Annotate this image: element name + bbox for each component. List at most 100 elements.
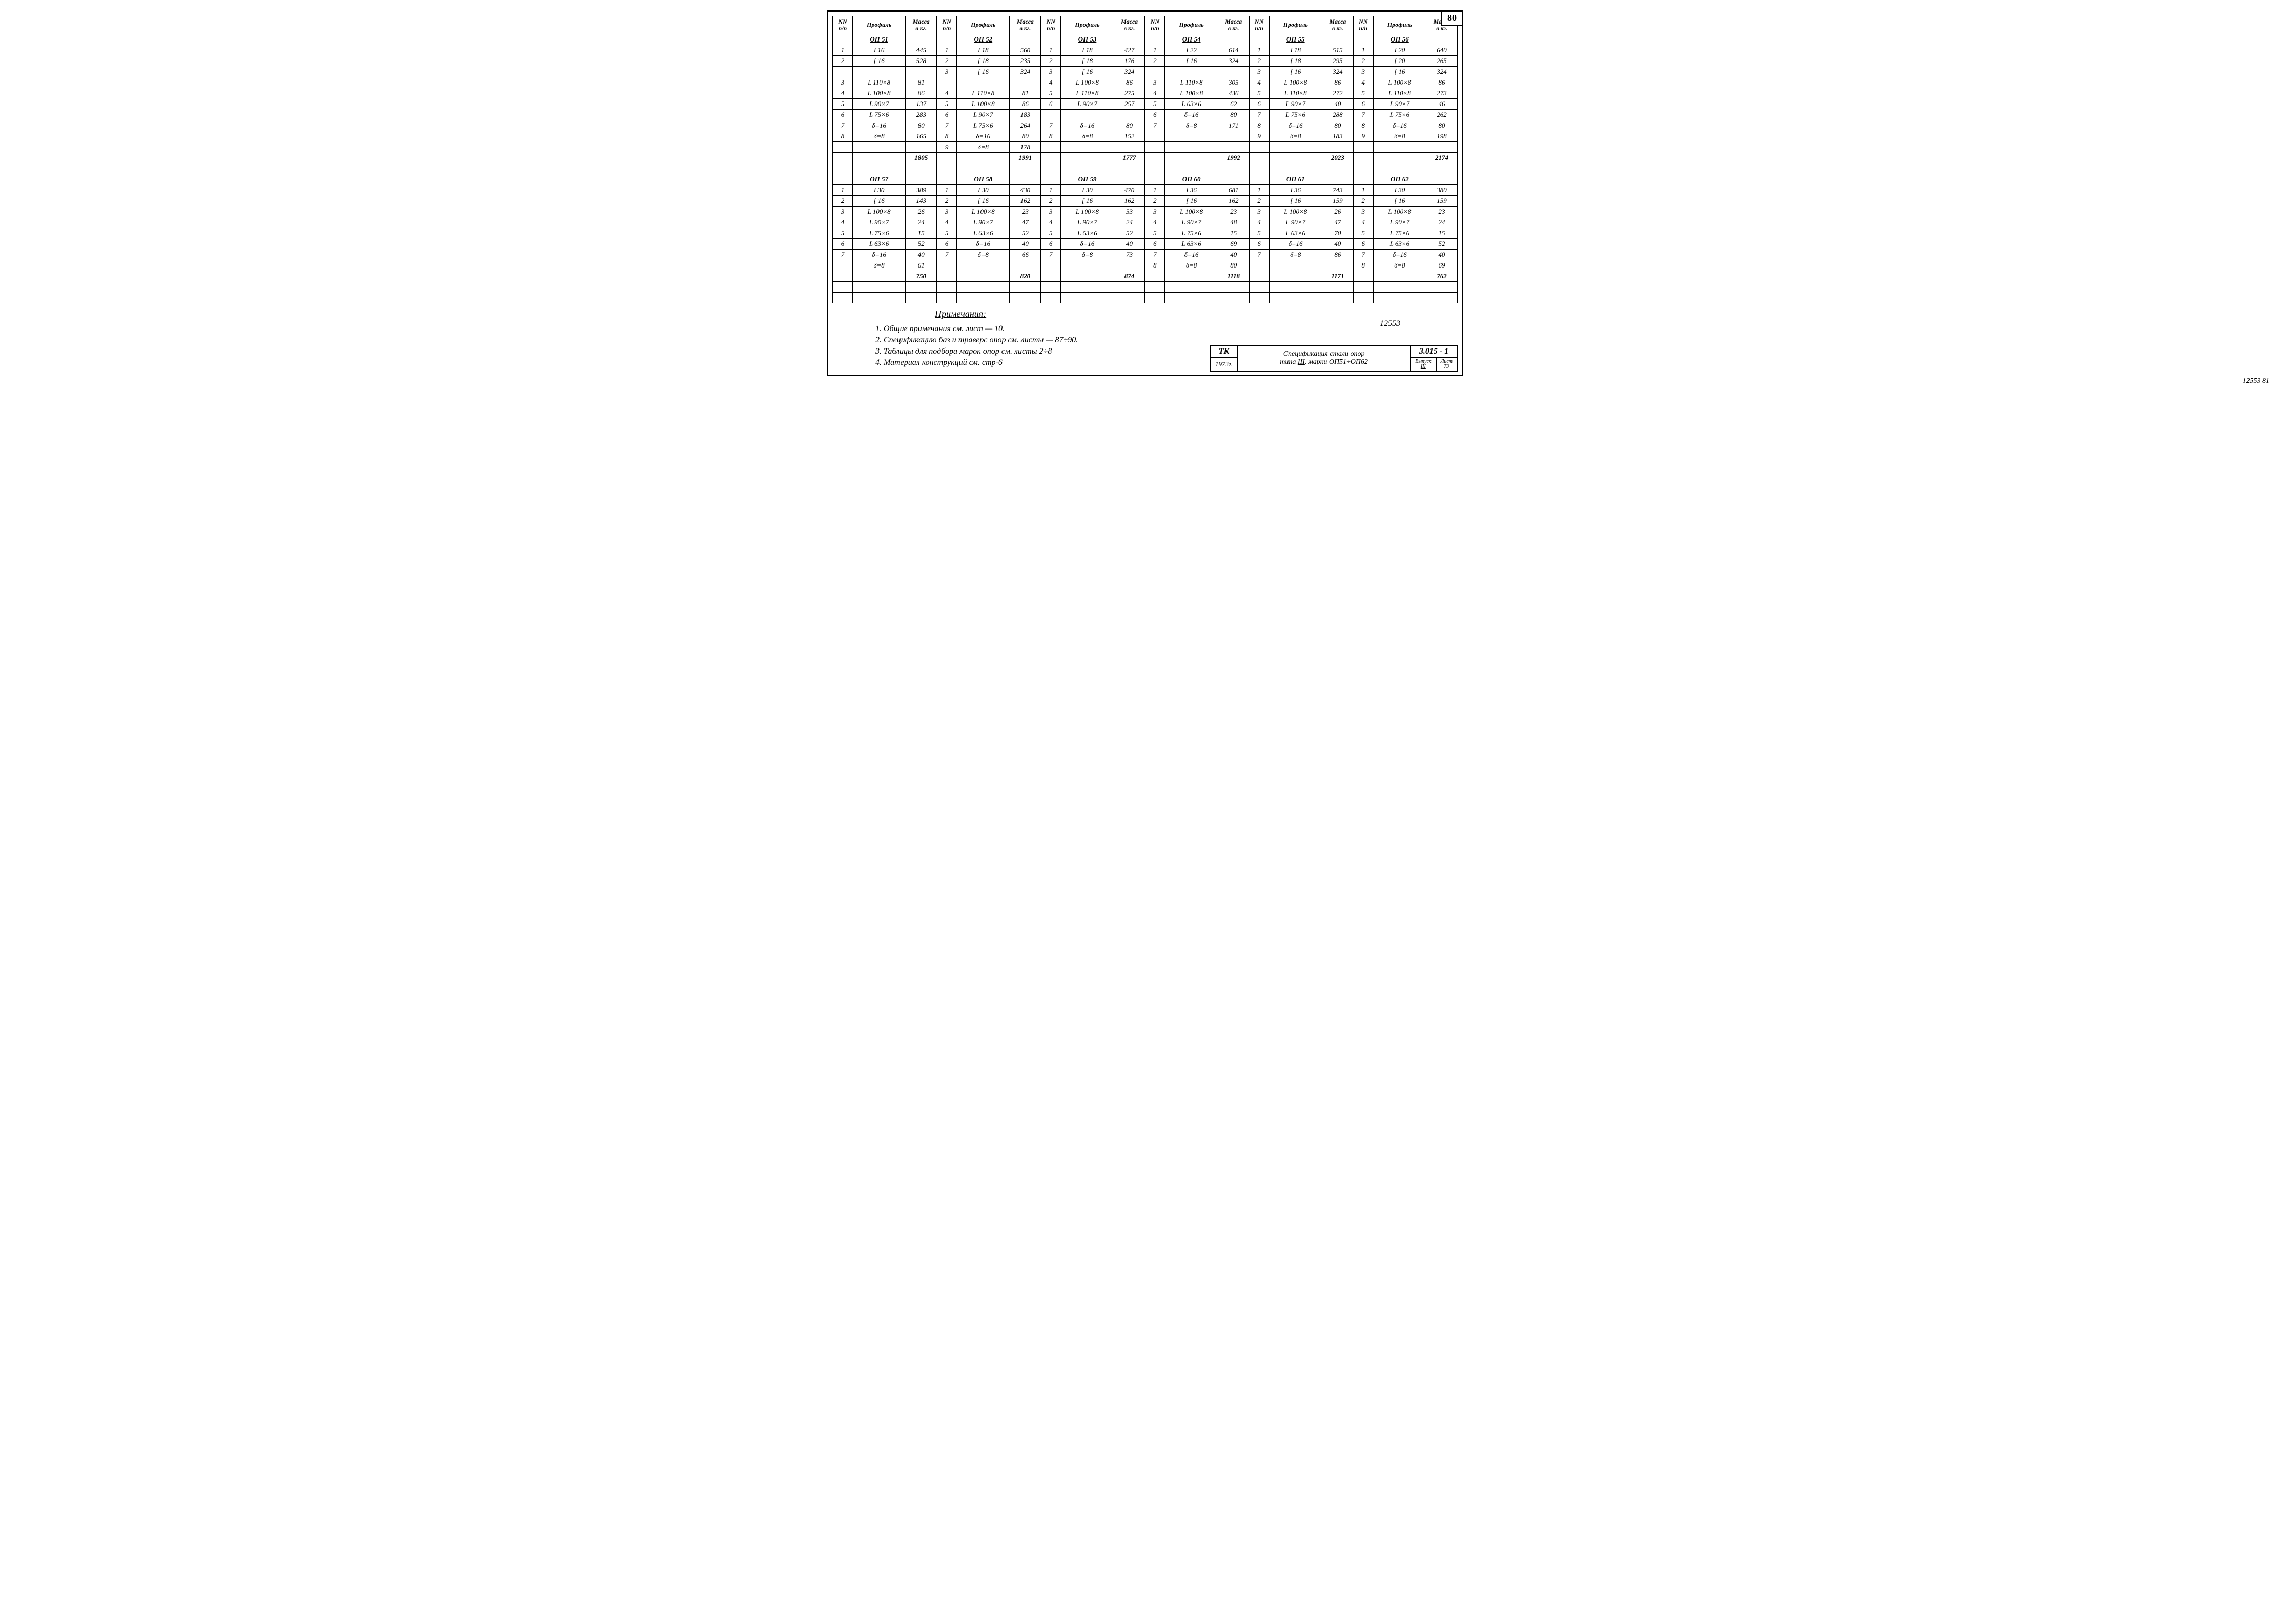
cell-nn: 5 xyxy=(1249,228,1269,239)
col-header-nn: NNп/п xyxy=(1249,16,1269,34)
cell-mass xyxy=(1218,131,1249,142)
cell-nn: 5 xyxy=(1353,228,1373,239)
cell-profile: δ=16 xyxy=(1269,120,1322,131)
cell-nn: 2 xyxy=(1353,196,1373,207)
cell-mass: 295 xyxy=(1322,56,1353,67)
page-number: 80 xyxy=(1441,11,1463,26)
section-title: ОП 54 xyxy=(1165,34,1218,45)
cell-nn: 3 xyxy=(833,77,853,88)
cell-profile: L 75×6 xyxy=(1373,110,1426,120)
cell-nn xyxy=(1249,142,1269,153)
cell-mass: 80 xyxy=(1010,131,1041,142)
cell-mass: 143 xyxy=(906,196,937,207)
cell-total: 1992 xyxy=(1218,153,1249,163)
cell-nn: 6 xyxy=(1145,110,1165,120)
cell-nn: 5 xyxy=(1145,99,1165,110)
cell-profile: L 100×8 xyxy=(1373,207,1426,217)
cell-total: 1991 xyxy=(1010,153,1041,163)
cell-mass: 73 xyxy=(1114,250,1145,260)
cell-nn: 3 xyxy=(1041,207,1061,217)
cell-nn xyxy=(1249,260,1269,271)
cell-profile: L 110×8 xyxy=(1165,77,1218,88)
cell-mass xyxy=(906,67,937,77)
cell-profile: δ=8 xyxy=(957,250,1010,260)
col-header-profile: Профиль xyxy=(1165,16,1218,34)
cell-nn: 7 xyxy=(937,120,957,131)
cell-nn xyxy=(1041,110,1061,120)
cell-profile: I 36 xyxy=(1165,185,1218,196)
cell-mass: 66 xyxy=(1010,250,1041,260)
cell-profile: L 100×8 xyxy=(1165,88,1218,99)
spec-table: NNп/пПрофильМассав кг.NNп/пПрофильМассав… xyxy=(832,16,1458,303)
cell-mass: 273 xyxy=(1426,88,1458,99)
cell-profile: I 36 xyxy=(1269,185,1322,196)
cell-nn: 2 xyxy=(1145,56,1165,67)
cell-mass: 15 xyxy=(1218,228,1249,239)
section-title: ОП 61 xyxy=(1269,174,1322,185)
section-title: ОП 59 xyxy=(1061,174,1114,185)
cell-nn: 7 xyxy=(1145,250,1165,260)
cell-nn: 7 xyxy=(1353,110,1373,120)
cell-profile: L 75×6 xyxy=(1165,228,1218,239)
cell-mass: 80 xyxy=(906,120,937,131)
cell-nn: 8 xyxy=(1249,120,1269,131)
cell-mass: 324 xyxy=(1218,56,1249,67)
cell-profile: [ 18 xyxy=(1269,56,1322,67)
cell-mass: 470 xyxy=(1114,185,1145,196)
col-header-mass: Массав кг. xyxy=(1114,16,1145,34)
cell-mass: 430 xyxy=(1010,185,1041,196)
cell-nn: 5 xyxy=(1041,88,1061,99)
cell-nn xyxy=(1041,142,1061,153)
cell-mass: 183 xyxy=(1322,131,1353,142)
cell-nn: 5 xyxy=(937,228,957,239)
cell-profile xyxy=(1061,110,1114,120)
cell-nn: 8 xyxy=(1145,260,1165,271)
cell-nn: 3 xyxy=(1249,207,1269,217)
cell-mass: 162 xyxy=(1218,196,1249,207)
cell-profile: L 110×8 xyxy=(1061,88,1114,99)
cell-nn: 7 xyxy=(1249,250,1269,260)
cell-nn: 6 xyxy=(1249,239,1269,250)
cell-profile xyxy=(852,142,905,153)
cell-mass: 162 xyxy=(1114,196,1145,207)
cell-profile: [ 16 xyxy=(1373,67,1426,77)
cell-profile: [ 16 xyxy=(852,56,905,67)
cell-nn: 4 xyxy=(1249,77,1269,88)
cell-profile: L 90×7 xyxy=(852,99,905,110)
cell-profile: L 100×8 xyxy=(1061,77,1114,88)
cell-profile: [ 16 xyxy=(1061,67,1114,77)
col-header-profile: Профиль xyxy=(852,16,905,34)
cell-nn: 4 xyxy=(1041,77,1061,88)
cell-nn: 6 xyxy=(937,239,957,250)
cell-profile: δ=16 xyxy=(1165,110,1218,120)
cell-nn xyxy=(833,142,853,153)
cell-mass xyxy=(1218,67,1249,77)
cell-mass: 743 xyxy=(1322,185,1353,196)
cell-nn: 4 xyxy=(1041,217,1061,228)
cell-profile: L 110×8 xyxy=(1373,88,1426,99)
cell-nn: 4 xyxy=(833,217,853,228)
cell-nn: 6 xyxy=(1353,239,1373,250)
cell-mass: 69 xyxy=(1426,260,1458,271)
cell-nn: 1 xyxy=(1353,45,1373,56)
cell-profile: δ=8 xyxy=(852,131,905,142)
cell-nn: 9 xyxy=(1249,131,1269,142)
cell-nn: 6 xyxy=(1041,239,1061,250)
cell-total: 820 xyxy=(1010,271,1041,282)
cell-profile: δ=16 xyxy=(1373,250,1426,260)
cell-mass: 52 xyxy=(1114,228,1145,239)
cell-profile: L 90×7 xyxy=(1373,217,1426,228)
cell-profile: I 18 xyxy=(957,45,1010,56)
cell-nn: 2 xyxy=(1041,56,1061,67)
cell-nn xyxy=(937,260,957,271)
cell-profile: I 30 xyxy=(1061,185,1114,196)
cell-profile: [ 16 xyxy=(1269,67,1322,77)
cell-nn: 4 xyxy=(937,217,957,228)
cell-nn xyxy=(1145,142,1165,153)
cell-mass: 528 xyxy=(906,56,937,67)
cell-mass: 162 xyxy=(1010,196,1041,207)
year: 1973г. xyxy=(1211,358,1237,371)
cell-nn: 2 xyxy=(1353,56,1373,67)
col-header-nn: NNп/п xyxy=(833,16,853,34)
cell-mass: 52 xyxy=(1010,228,1041,239)
